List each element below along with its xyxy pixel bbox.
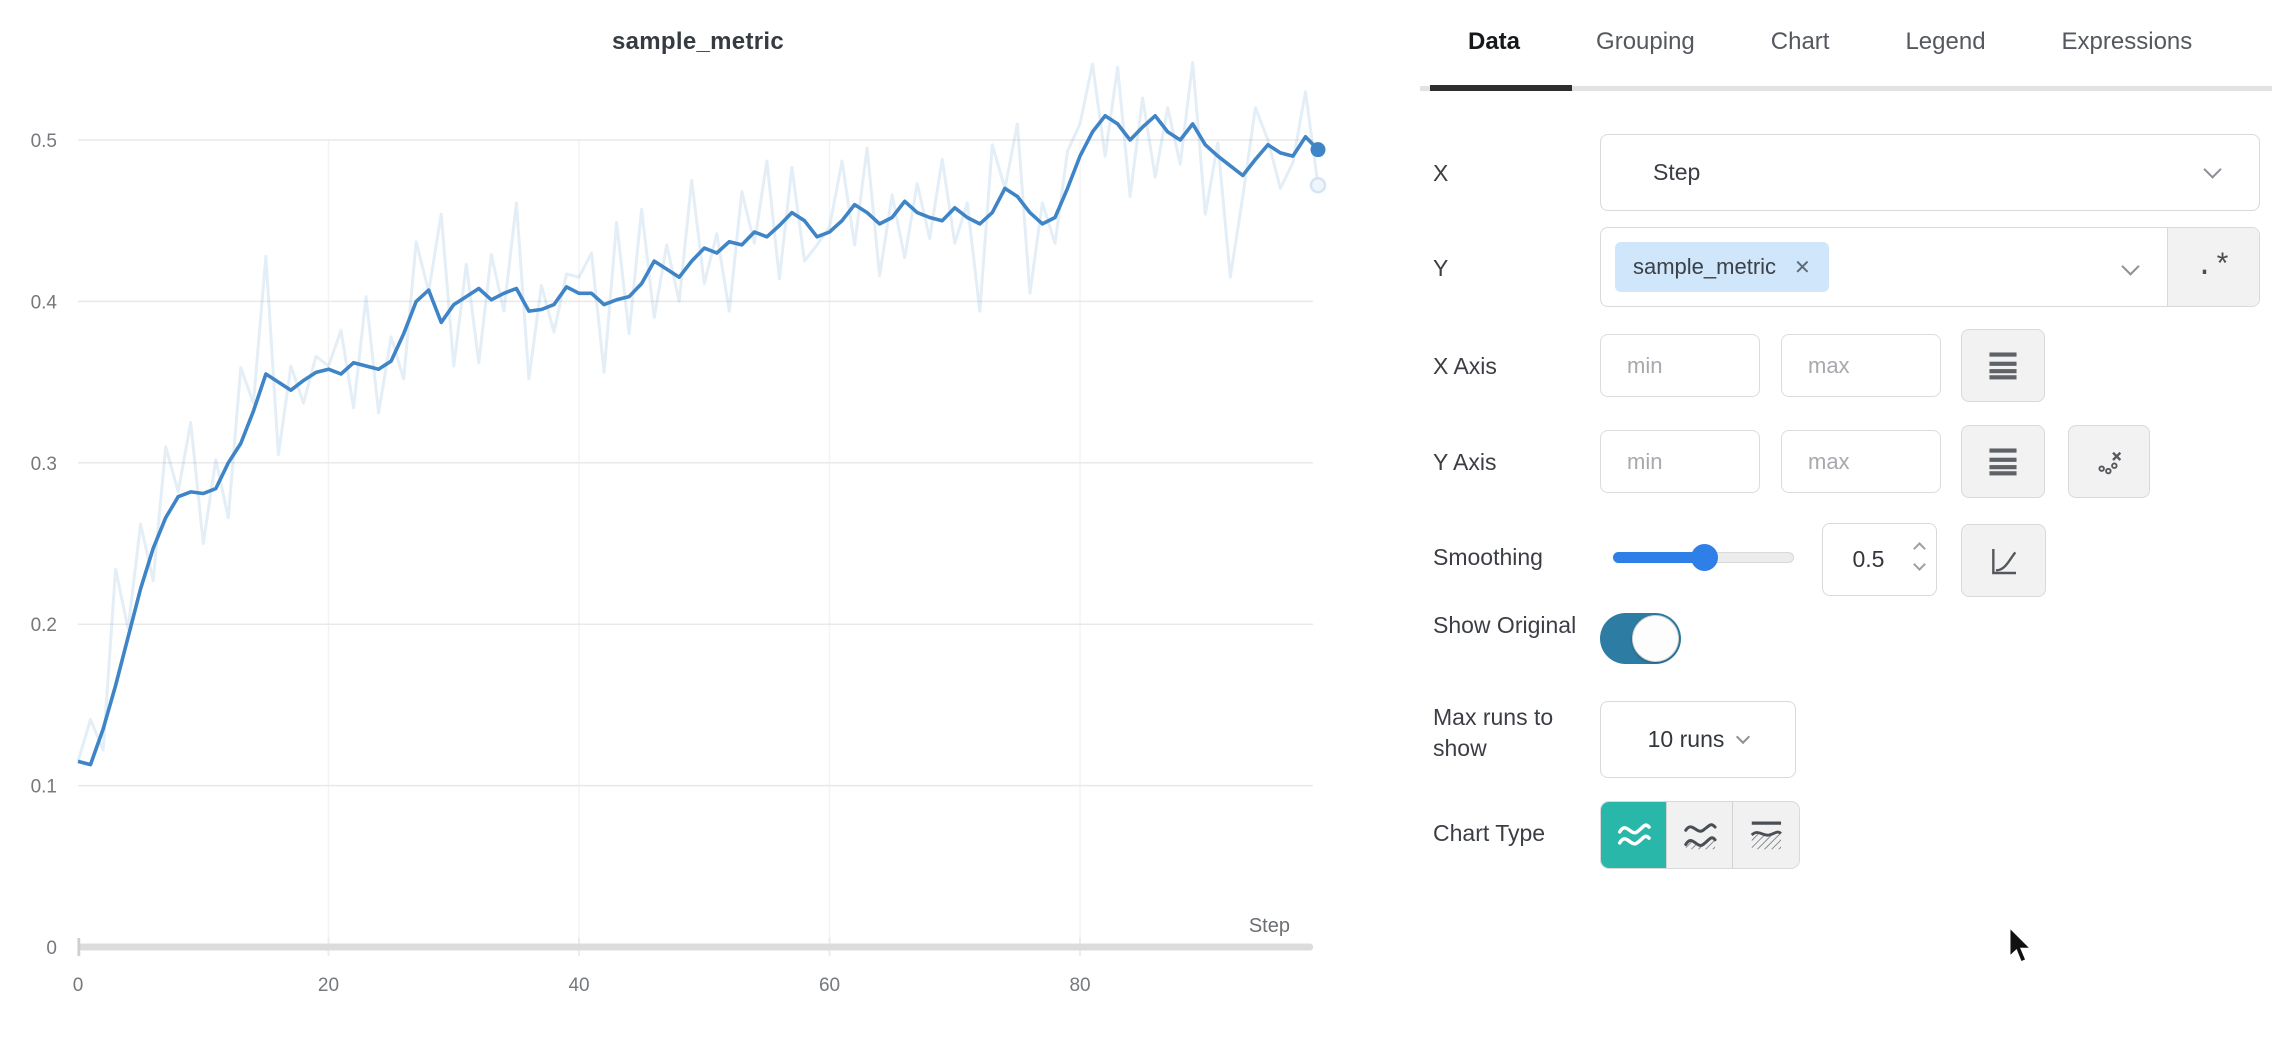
svg-text:0: 0 [46, 938, 57, 959]
svg-text:0.1: 0.1 [31, 777, 57, 798]
x-axis-min-input[interactable] [1600, 334, 1760, 397]
svg-text:0.5: 0.5 [31, 131, 57, 152]
x-axis-max-input[interactable] [1781, 334, 1941, 397]
chevron-down-icon[interactable] [1913, 558, 1926, 571]
chart-type-percentile-button[interactable] [1733, 802, 1799, 868]
chevron-down-icon [2121, 257, 2140, 276]
tab-legend[interactable]: Legend [1905, 28, 1986, 55]
smoothing-field-label: Smoothing [1433, 544, 1543, 570]
chevron-up-icon[interactable] [1913, 542, 1926, 555]
chart-plot[interactable]: 0 20 40 60 80 0 0.1 0.2 0.3 0.4 0.5 [0, 0, 1420, 1040]
ignore-outliers-button[interactable] [2068, 425, 2150, 498]
percentile-plot-icon [1750, 821, 1782, 850]
chevron-down-icon [1736, 729, 1751, 744]
chevron-down-icon [2203, 160, 2222, 179]
x-select-value: Step [1653, 159, 1701, 185]
chart-type-line-button[interactable] [1601, 802, 1667, 868]
y-metric-tag[interactable]: sample_metric ✕ [1615, 242, 1829, 292]
x-select[interactable]: Step [1600, 134, 2260, 211]
log-scale-icon [1989, 447, 2017, 475]
tab-data[interactable]: Data [1468, 28, 1521, 55]
show-original-toggle[interactable] [1600, 613, 1681, 664]
ignore-outliers-icon [2098, 451, 2122, 474]
y-axis-min-input[interactable] [1600, 430, 1760, 493]
svg-text:0.4: 0.4 [31, 292, 58, 313]
chart-type-field-label: Chart Type [1433, 820, 1546, 846]
max-runs-value: 10 runs [1647, 726, 1725, 752]
mouse-cursor [2008, 927, 2034, 964]
svg-text:40: 40 [568, 975, 589, 996]
slider-fill [1613, 552, 1704, 563]
chart-type-group [1600, 801, 1800, 869]
smoothing-value-input[interactable] [1823, 524, 1936, 595]
smoothing-slider[interactable] [1613, 544, 1794, 571]
regex-toggle-button[interactable]: .* [2167, 228, 2259, 306]
y-metric-tag-label: sample_metric [1633, 254, 1777, 279]
x-axis-field-label: X Axis [1433, 353, 1497, 379]
svg-text:0.2: 0.2 [31, 615, 57, 636]
tab-bar: Data Grouping Chart Legend Expressions [1420, 0, 2272, 92]
svg-text:0.3: 0.3 [31, 454, 57, 475]
remove-tag-icon[interactable]: ✕ [1794, 256, 1811, 279]
y-select-group: sample_metric ✕ .* [1600, 227, 2260, 307]
tab-expressions[interactable]: Expressions [2061, 28, 2193, 55]
chart-type-area-button[interactable] [1667, 802, 1733, 868]
value-stepper[interactable] [1913, 542, 1926, 571]
smoothing-value-box [1822, 523, 1937, 596]
show-original-field-label: Show Original [1433, 612, 1577, 638]
area-plot-icon [1683, 823, 1717, 850]
y-axis-field-label: Y Axis [1433, 449, 1497, 475]
y-axis-log-scale-button[interactable] [1961, 425, 2045, 498]
y-select[interactable]: sample_metric ✕ [1601, 228, 2167, 306]
chart-panel: sample_metric 0 20 40 60 80 0 0.1 0.2 0.3 0.4 0.5 … [0, 0, 1420, 1040]
smoothing-curve-icon [1991, 548, 2016, 574]
tab-underline [1420, 86, 2272, 91]
chart-title: sample_metric [612, 28, 784, 55]
slider-knob[interactable] [1690, 544, 1718, 571]
tab-grouping[interactable]: Grouping [1596, 28, 1695, 55]
x-axis-label: Step [1248, 915, 1290, 937]
svg-text:20: 20 [318, 975, 339, 996]
line-plot-icon [1617, 823, 1651, 846]
svg-text:0: 0 [73, 975, 84, 996]
x-axis-log-scale-button[interactable] [1961, 329, 2045, 402]
max-runs-field-label: Max runs to show [1433, 704, 1554, 761]
tab-underline-active [1430, 85, 1572, 91]
log-scale-icon [1989, 351, 2017, 379]
y-field-label: Y [1433, 255, 1449, 281]
y-axis-max-input[interactable] [1781, 430, 1941, 493]
smoothing-type-button[interactable] [1961, 524, 2046, 597]
svg-text:60: 60 [819, 975, 840, 996]
tab-chart[interactable]: Chart [1770, 28, 1830, 55]
settings-panel: Data Grouping Chart Legend Expressions X… [1420, 0, 2272, 1040]
toggle-knob [1632, 615, 1679, 662]
max-runs-select[interactable]: 10 runs [1600, 701, 1796, 778]
x-field-label: X [1433, 160, 1449, 186]
svg-text:80: 80 [1069, 975, 1090, 996]
